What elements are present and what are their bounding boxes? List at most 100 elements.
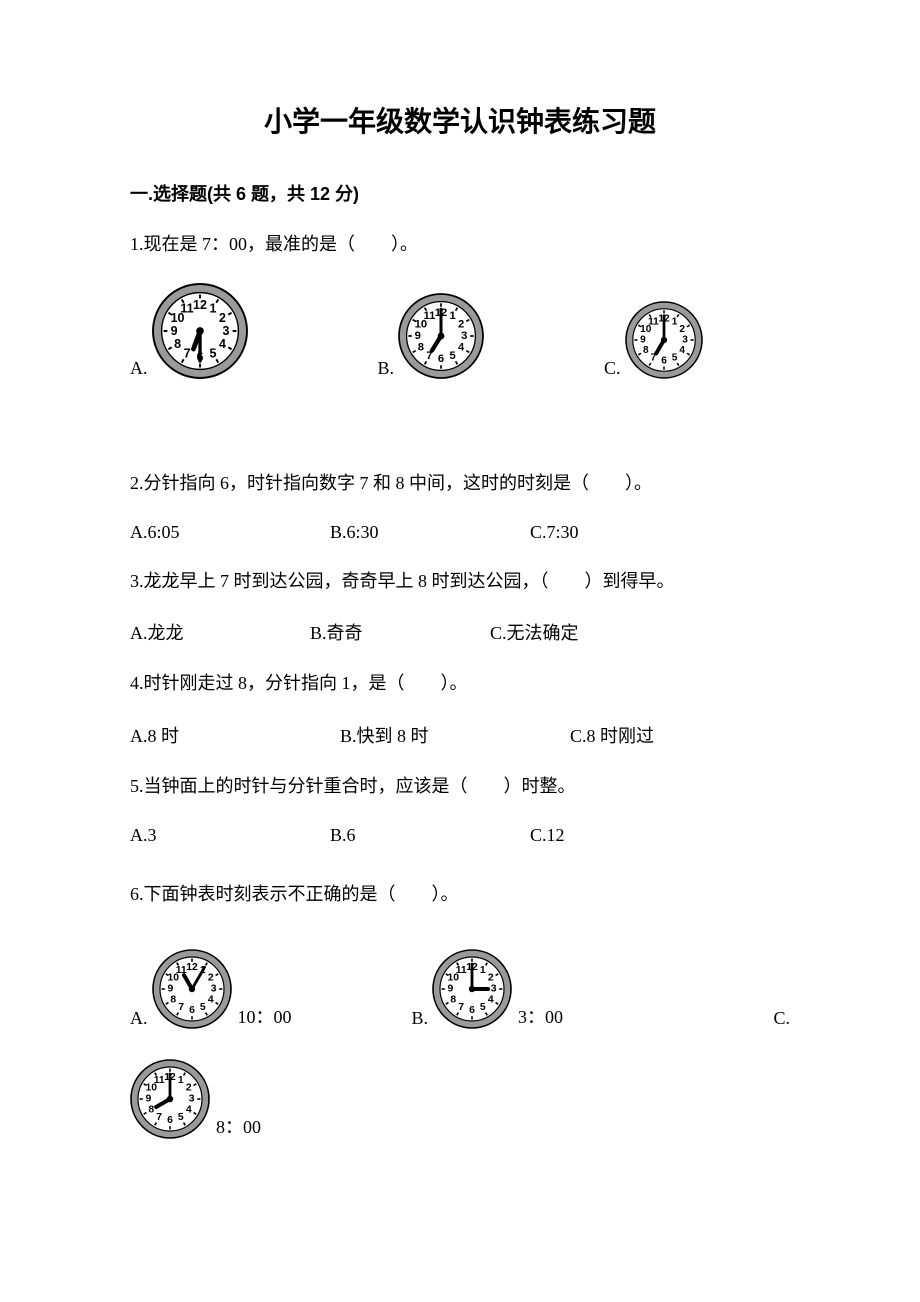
svg-text:1: 1 xyxy=(450,310,456,322)
svg-text:1: 1 xyxy=(480,965,486,976)
clock-icon: 123456789101112 xyxy=(432,949,512,1029)
q1-a-letter: A. xyxy=(130,358,148,379)
q6-c-letter-trail: C. xyxy=(773,1008,790,1029)
q4-option-a: A.8 时 xyxy=(130,722,340,748)
svg-text:3: 3 xyxy=(491,983,497,994)
q2-option-a: A.6:05 xyxy=(130,522,330,543)
svg-text:1: 1 xyxy=(178,1075,184,1086)
svg-text:5: 5 xyxy=(450,350,456,362)
q4-option-c: C.8 时刚过 xyxy=(570,722,790,748)
q1-b-letter: B. xyxy=(378,358,395,379)
q5-option-a: A.3 xyxy=(130,825,330,846)
svg-text:9: 9 xyxy=(640,334,646,345)
svg-text:9: 9 xyxy=(448,983,454,994)
svg-text:4: 4 xyxy=(207,994,213,1005)
svg-text:3: 3 xyxy=(222,324,229,338)
clock-icon: 123456789101112 xyxy=(152,949,232,1029)
q1-option-c: C. 123456789101112 xyxy=(604,301,703,379)
svg-text:9: 9 xyxy=(415,330,421,342)
svg-text:6: 6 xyxy=(661,355,667,366)
svg-text:8: 8 xyxy=(174,337,181,351)
svg-text:2: 2 xyxy=(458,318,464,330)
svg-text:2: 2 xyxy=(218,311,225,325)
page-title: 小学一年级数学认识钟表练习题 xyxy=(130,100,790,140)
q6-option-c: 123456789101112 8：00 xyxy=(130,1059,261,1139)
svg-text:3: 3 xyxy=(461,330,467,342)
svg-text:6: 6 xyxy=(189,1005,195,1016)
q6-b-label: 3：00 xyxy=(518,1003,563,1029)
svg-text:5: 5 xyxy=(199,1002,205,1013)
svg-text:8: 8 xyxy=(642,345,648,356)
clock-icon: 123456789101112 xyxy=(398,293,484,379)
svg-text:3: 3 xyxy=(210,983,216,994)
svg-text:11: 11 xyxy=(180,301,193,315)
svg-text:9: 9 xyxy=(167,983,173,994)
q3-option-b: B.奇奇 xyxy=(310,619,490,645)
svg-text:5: 5 xyxy=(209,346,216,360)
svg-text:2: 2 xyxy=(207,972,213,983)
q5-option-c: C.12 xyxy=(530,825,565,846)
svg-text:11: 11 xyxy=(423,310,435,322)
svg-text:2: 2 xyxy=(679,324,685,335)
question-6: 6.下面钟表时刻表示不正确的是（ ）。 xyxy=(130,880,790,909)
svg-text:5: 5 xyxy=(671,353,677,364)
q2-option-b: B.6:30 xyxy=(330,522,530,543)
svg-text:11: 11 xyxy=(154,1075,165,1086)
svg-text:4: 4 xyxy=(488,994,494,1005)
svg-text:7: 7 xyxy=(458,1002,464,1013)
q6-option-b: B. 123456789101112 3：00 xyxy=(412,949,564,1029)
svg-text:7: 7 xyxy=(156,1112,162,1123)
svg-text:8: 8 xyxy=(170,994,176,1005)
q6-options-row1: A. 123456789101112 10：00 B. 123456789101… xyxy=(130,949,790,1029)
svg-text:4: 4 xyxy=(679,345,685,356)
q3-option-a: A.龙龙 xyxy=(130,619,310,645)
svg-text:5: 5 xyxy=(480,1002,486,1013)
svg-text:5: 5 xyxy=(178,1112,184,1123)
q2-option-c: C.7:30 xyxy=(530,522,579,543)
svg-text:7: 7 xyxy=(183,346,190,360)
svg-text:9: 9 xyxy=(170,324,177,338)
svg-text:3: 3 xyxy=(189,1093,195,1104)
q5-options: A.3 B.6 C.12 xyxy=(130,825,790,846)
svg-text:8: 8 xyxy=(450,994,456,1005)
q6-c-label: 8：00 xyxy=(216,1113,261,1139)
svg-text:3: 3 xyxy=(682,334,688,345)
page: 小学一年级数学认识钟表练习题 一.选择题(共 6 题，共 12 分) 1.现在是… xyxy=(0,0,920,1229)
clock-icon: 123456789101112 xyxy=(625,301,703,379)
q6-b-letter: B. xyxy=(412,1008,429,1029)
q4-option-b: B.快到 8 时 xyxy=(340,722,570,748)
clock-icon: 123456789101112 xyxy=(152,283,248,379)
svg-text:4: 4 xyxy=(218,337,225,351)
svg-text:2: 2 xyxy=(186,1082,192,1093)
svg-text:8: 8 xyxy=(418,341,424,353)
question-3: 3.龙龙早上 7 时到达公园，奇奇早上 8 时到达公园，（ ）到得早。 xyxy=(130,567,790,596)
svg-text:12: 12 xyxy=(186,962,198,973)
q1-option-a: A. 123456789101112 xyxy=(130,283,248,379)
q2-options: A.6:05 B.6:30 C.7:30 xyxy=(130,522,790,543)
svg-text:12: 12 xyxy=(193,298,207,312)
q3-options: A.龙龙 B.奇奇 C.无法确定 xyxy=(130,619,790,645)
q5-option-b: B.6 xyxy=(330,825,530,846)
svg-text:1: 1 xyxy=(671,316,677,327)
q6-options-row2: 123456789101112 8：00 xyxy=(130,1059,790,1139)
question-5: 5.当钟面上的时针与分针重合时，应该是（ ）时整。 xyxy=(130,772,790,801)
svg-text:4: 4 xyxy=(458,341,465,353)
svg-text:7: 7 xyxy=(178,1002,184,1013)
svg-text:9: 9 xyxy=(146,1093,152,1104)
q6-a-label: 10：00 xyxy=(238,1003,292,1029)
svg-text:8: 8 xyxy=(148,1104,154,1115)
q3-option-c: C.无法确定 xyxy=(490,619,790,645)
svg-text:11: 11 xyxy=(456,965,467,976)
svg-text:6: 6 xyxy=(469,1005,475,1016)
question-1: 1.现在是 7：00，最准的是（ ）。 xyxy=(130,230,790,259)
q1-options: A. 123456789101112 B. 123456789101112 C.… xyxy=(130,283,790,379)
svg-text:6: 6 xyxy=(167,1115,173,1126)
svg-text:2: 2 xyxy=(488,972,494,983)
q6-a-letter: A. xyxy=(130,1008,148,1029)
section-heading: 一.选择题(共 6 题，共 12 分) xyxy=(130,180,790,206)
q1-option-b: B. 123456789101112 xyxy=(378,293,485,379)
question-2: 2.分针指向 6，时针指向数字 7 和 8 中间，这时的时刻是（ ）。 xyxy=(130,469,790,498)
svg-text:4: 4 xyxy=(186,1104,192,1115)
q4-options: A.8 时 B.快到 8 时 C.8 时刚过 xyxy=(130,722,790,748)
question-4: 4.时针刚走过 8，分针指向 1，是（ ）。 xyxy=(130,669,790,698)
